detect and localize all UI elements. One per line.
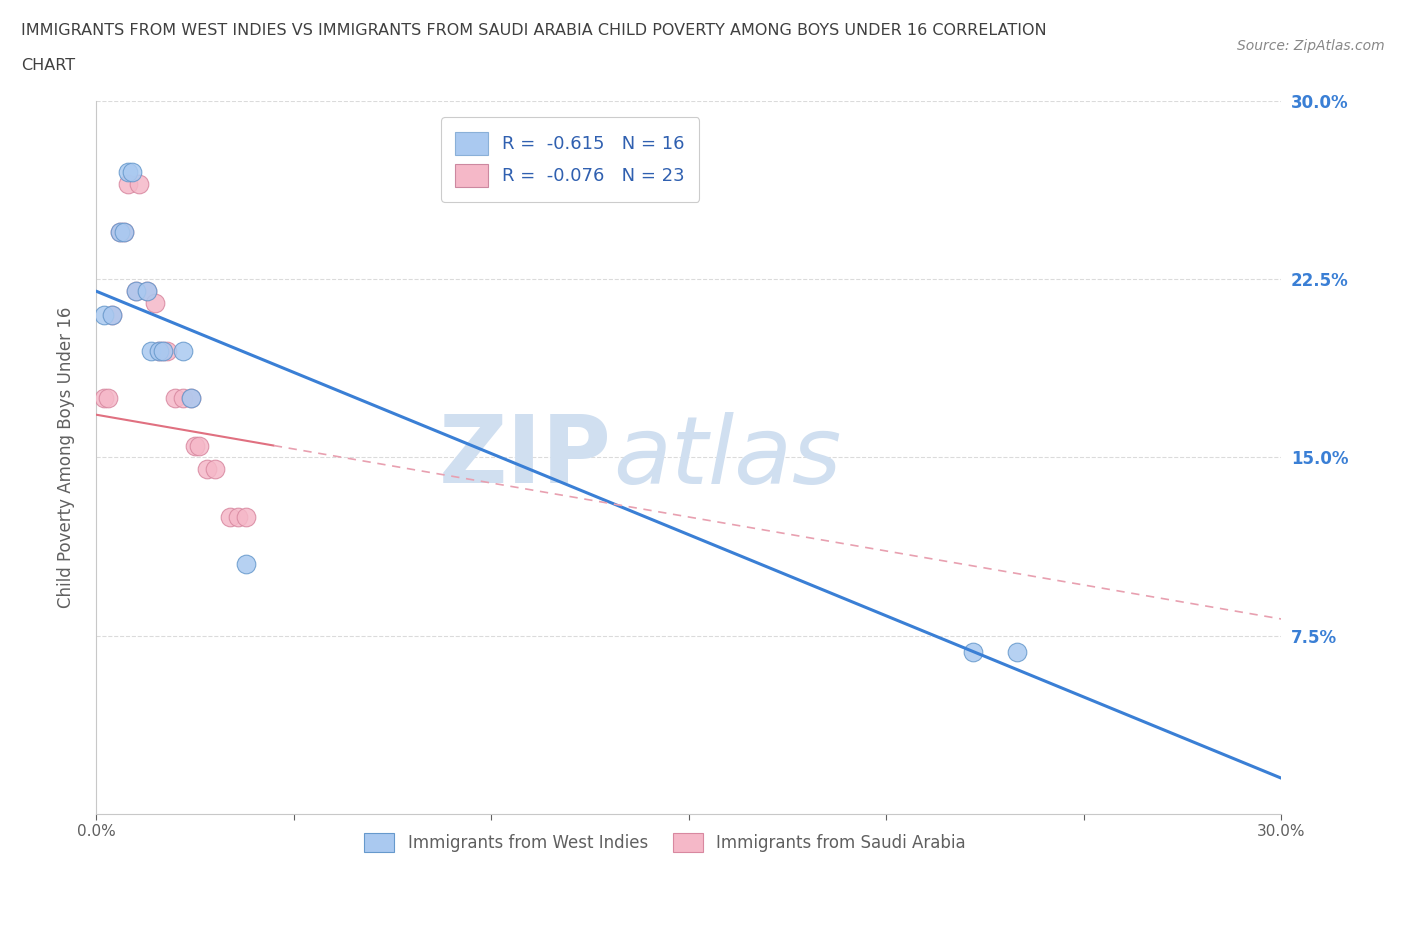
Point xyxy=(108,224,131,239)
Point xyxy=(152,343,174,358)
Point xyxy=(143,296,166,311)
Point xyxy=(117,177,139,192)
Point xyxy=(235,557,257,572)
Point xyxy=(136,284,159,299)
Text: Source: ZipAtlas.com: Source: ZipAtlas.com xyxy=(1237,39,1385,53)
Legend: Immigrants from West Indies, Immigrants from Saudi Arabia: Immigrants from West Indies, Immigrants … xyxy=(357,827,973,859)
Point xyxy=(204,462,226,477)
Point xyxy=(124,284,146,299)
Point xyxy=(101,308,124,323)
Point xyxy=(112,224,135,239)
Point xyxy=(136,284,159,299)
Point xyxy=(962,644,984,659)
Point xyxy=(148,343,170,358)
Point xyxy=(141,343,163,358)
Point xyxy=(93,308,115,323)
Point xyxy=(163,391,186,405)
Point xyxy=(184,438,207,453)
Text: atlas: atlas xyxy=(613,412,841,503)
Point xyxy=(112,224,135,239)
Point xyxy=(152,343,174,358)
Point xyxy=(187,438,209,453)
Point xyxy=(124,284,146,299)
Point xyxy=(101,308,124,323)
Point xyxy=(121,165,143,179)
Point xyxy=(172,391,194,405)
Text: ZIP: ZIP xyxy=(439,411,612,503)
Point xyxy=(128,177,150,192)
Point xyxy=(180,391,202,405)
Text: IMMIGRANTS FROM WEST INDIES VS IMMIGRANTS FROM SAUDI ARABIA CHILD POVERTY AMONG : IMMIGRANTS FROM WEST INDIES VS IMMIGRANT… xyxy=(21,23,1046,38)
Point xyxy=(117,165,139,179)
Point xyxy=(156,343,179,358)
Point xyxy=(219,510,242,525)
Point xyxy=(226,510,249,525)
Point xyxy=(148,343,170,358)
Point xyxy=(97,391,120,405)
Point xyxy=(108,224,131,239)
Point xyxy=(180,391,202,405)
Text: CHART: CHART xyxy=(21,58,75,73)
Y-axis label: Child Poverty Among Boys Under 16: Child Poverty Among Boys Under 16 xyxy=(58,307,75,608)
Point xyxy=(235,510,257,525)
Point xyxy=(1005,644,1028,659)
Point xyxy=(195,462,218,477)
Point xyxy=(172,343,194,358)
Point xyxy=(93,391,115,405)
